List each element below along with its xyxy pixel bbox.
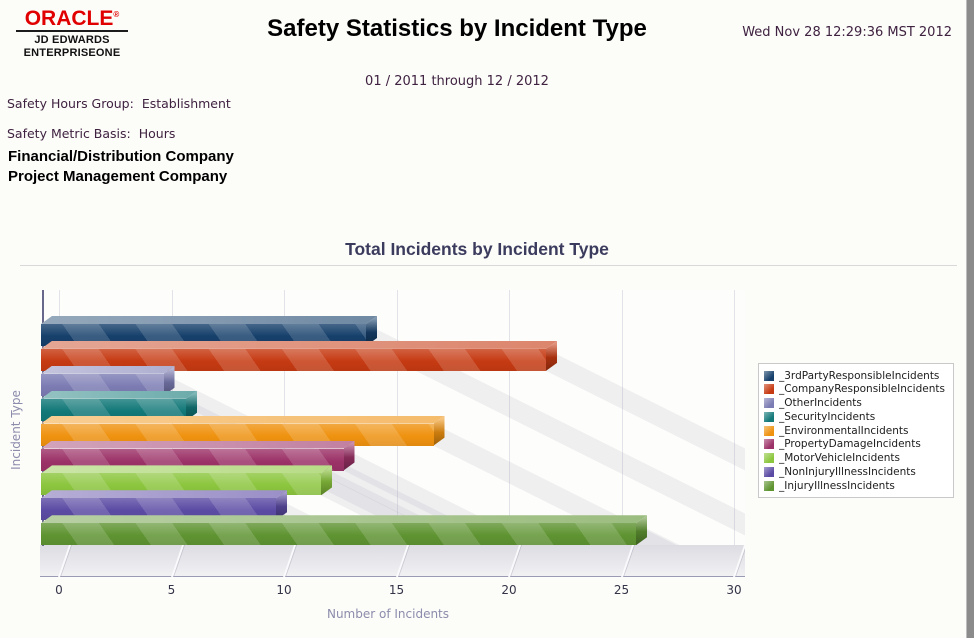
- safety-metric-basis-value: Hours: [138, 126, 176, 141]
- company-name-2: Project Management Company: [8, 168, 228, 185]
- legend-label: _InjuryIllnessIncidents: [779, 479, 895, 492]
- safety-metric-basis-row: Safety Metric Basis: Hours: [7, 126, 175, 141]
- bar-side-face: [321, 465, 332, 496]
- legend-label: _3rdPartyResponsibleIncidents: [779, 369, 940, 382]
- bar-side-face: [366, 316, 377, 346]
- x-tick-label: 0: [55, 583, 63, 597]
- bar-_InjuryIllnessIncidents: [41, 523, 636, 546]
- legend-item: _CompanyResponsibleIncidents: [764, 383, 949, 396]
- legend-label: _EnvironmentalIncidents: [779, 424, 909, 437]
- bar-_NonInjuryIllnessIncidents: [41, 498, 276, 521]
- legend-swatch-icon: [764, 439, 774, 450]
- bar-side-face: [433, 415, 445, 446]
- x-axis-ticks: 0 5 10 15 20 25 30: [40, 583, 745, 599]
- bar-side-face: [163, 365, 175, 396]
- oracle-wordmark: ORACLE®: [24, 7, 120, 30]
- legend-label: _SecurityIncidents: [779, 410, 876, 423]
- chart-legend: _3rdPartyResponsibleIncidents _CompanyRes…: [758, 363, 954, 499]
- bar-top-face: [41, 441, 355, 449]
- legend-swatch-icon: [764, 467, 774, 478]
- safety-hours-group-row: Safety Hours Group: Establishment: [7, 96, 231, 111]
- bar-top-face: [41, 416, 445, 424]
- safety-hours-group-label: Safety Hours Group:: [7, 96, 134, 111]
- chart-title: Total Incidents by Incident Type: [345, 239, 609, 259]
- bar-top-face: [41, 490, 287, 498]
- bar-_SecurityIncidents: [41, 398, 186, 421]
- bar-top-face: [41, 316, 377, 324]
- bar-_OtherIncidents: [41, 373, 164, 396]
- legend-swatch-icon: [764, 411, 774, 422]
- legend-item: _EnvironmentalIncidents: [764, 424, 949, 437]
- y-axis-label: Incident Type: [9, 390, 23, 470]
- legend-item: _MotorVehicleIncidents: [764, 452, 949, 465]
- x-tick-label: 20: [501, 583, 517, 597]
- legend-label: _PropertyDamageIncidents: [779, 438, 921, 451]
- legend-swatch-icon: [764, 425, 774, 436]
- x-tick-label: 15: [388, 583, 405, 597]
- vertical-scrollbar[interactable]: [966, 0, 974, 638]
- legend-swatch-icon: [764, 480, 774, 491]
- legend-item: _3rdPartyResponsibleIncidents: [764, 369, 949, 382]
- legend-swatch-icon: [764, 370, 774, 381]
- company-name-1: Financial/Distribution Company: [8, 148, 234, 165]
- bar-_EnvironmentalIncidents: [41, 423, 434, 446]
- safety-hours-group-value: Establishment: [141, 96, 231, 111]
- bar-side-face: [546, 340, 557, 371]
- bar-top-face: [41, 391, 197, 399]
- legend-item: _PropertyDamageIncidents: [764, 438, 949, 451]
- legend-label: _OtherIncidents: [779, 397, 862, 410]
- legend-swatch-icon: [764, 384, 774, 395]
- gridline: [509, 290, 510, 545]
- bar-_MotorVehicleIncidents: [41, 473, 321, 496]
- legend-item: _OtherIncidents: [764, 397, 949, 410]
- legend-swatch-icon: [764, 453, 774, 464]
- bar-side-face: [343, 440, 355, 471]
- legend-label: _MotorVehicleIncidents: [779, 452, 900, 465]
- bar-side-face: [276, 490, 287, 521]
- bar-_3rdPartyResponsibleIncidents: [41, 324, 366, 346]
- bar-top-face: [41, 366, 175, 374]
- x-tick-label: 30: [726, 583, 742, 597]
- bar-top-face: [41, 465, 332, 473]
- plot-area: [40, 290, 745, 578]
- safety-metric-basis-label: Safety Metric Basis:: [7, 126, 131, 141]
- report-title: Safety Statistics by Incident Type: [267, 15, 647, 42]
- logo-divider: [16, 30, 128, 32]
- chart-title-divider: [20, 265, 957, 266]
- report-period: 01 / 2011 through 12 / 2012: [365, 74, 549, 89]
- oracle-jde-logo: ORACLE® JD EDWARDS ENTERPRISEONE: [10, 5, 134, 60]
- legend-label: _CompanyResponsibleIncidents: [779, 383, 945, 396]
- bar-side-face: [186, 390, 197, 421]
- chart-floor: [40, 545, 745, 577]
- gridline: [621, 290, 623, 545]
- bar-side-face: [636, 515, 647, 546]
- x-tick-label: 25: [613, 583, 630, 597]
- registered-mark-icon: ®: [113, 10, 120, 19]
- legend-item: _SecurityIncidents: [764, 410, 949, 423]
- bar-top-face: [41, 515, 647, 523]
- x-axis-label: Number of Incidents: [326, 607, 450, 621]
- legend-item: _InjuryIllnessIncidents: [764, 479, 949, 492]
- legend-item: _NonInjuryIllnessIncidents: [764, 466, 949, 479]
- bar-_PropertyDamageIncidents: [41, 448, 344, 471]
- x-tick-label: 5: [167, 583, 176, 597]
- bar-top-face: [41, 341, 557, 349]
- legend-label: _NonInjuryIllnessIncidents: [779, 466, 916, 479]
- logo-line-enterpriseone: ENTERPRISEONE: [23, 47, 121, 59]
- report-timestamp: Wed Nov 28 12:29:36 MST 2012: [742, 25, 952, 40]
- bar-_CompanyResponsibleIncidents: [41, 348, 546, 371]
- gridline: [734, 290, 735, 545]
- logo-line-jd-edwards: JD EDWARDS: [34, 34, 110, 46]
- legend-swatch-icon: [764, 398, 774, 409]
- x-tick-label: 10: [276, 583, 292, 597]
